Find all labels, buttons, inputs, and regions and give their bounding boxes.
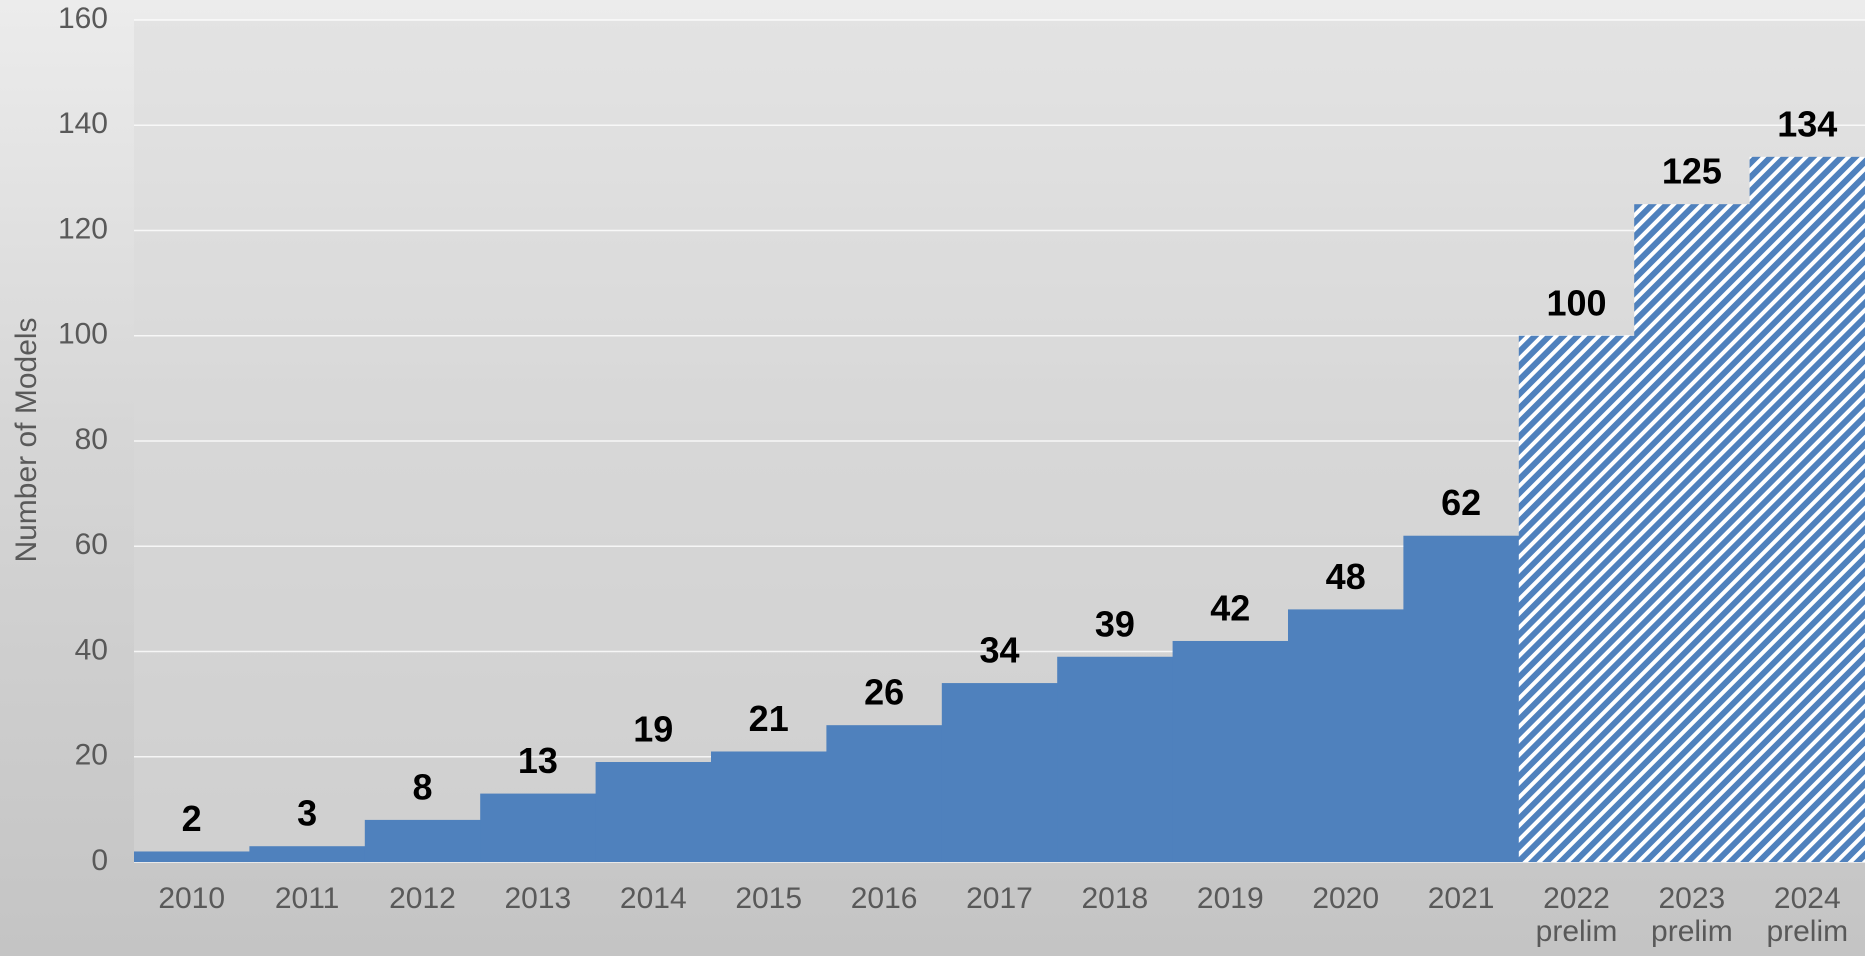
x-tick-label: 2012 [389, 882, 456, 915]
bar [1288, 609, 1404, 862]
y-tick-label: 20 [75, 739, 108, 772]
value-label: 39 [1095, 603, 1135, 644]
value-label: 48 [1326, 556, 1366, 597]
y-tick-label: 80 [75, 423, 108, 456]
value-label: 19 [633, 709, 673, 750]
value-label: 8 [412, 766, 432, 807]
y-tick-label: 140 [58, 107, 108, 140]
value-label: 125 [1662, 151, 1722, 192]
y-tick-label: 40 [75, 633, 108, 666]
value-label: 2 [182, 798, 202, 839]
value-label: 26 [864, 672, 904, 713]
bar [480, 793, 597, 862]
bar [941, 683, 1058, 862]
x-tick-label: 2011 [274, 882, 340, 915]
x-tick-label: 2014 [619, 882, 687, 915]
bar [1518, 335, 1635, 862]
x-tick-label: 2020 [1312, 882, 1380, 915]
y-tick-label: 100 [58, 318, 108, 351]
x-tick-label: 2022 prelim [1535, 882, 1618, 948]
x-tick-label: 2013 [504, 882, 572, 915]
bar [1749, 156, 1865, 862]
y-tick-label: 0 [91, 844, 108, 877]
value-label: 34 [979, 630, 1019, 671]
bar [1057, 656, 1174, 862]
bar [711, 751, 827, 862]
bar [134, 851, 250, 862]
value-label: 100 [1546, 282, 1606, 323]
value-label: 13 [518, 740, 558, 781]
value-label: 62 [1441, 482, 1481, 523]
x-tick-label: 2021 [1427, 882, 1495, 915]
bar [1634, 204, 1751, 862]
value-label: 3 [297, 793, 317, 834]
value-label: 134 [1777, 103, 1837, 144]
value-label: 42 [1210, 587, 1250, 628]
value-label: 21 [749, 698, 789, 739]
x-tick-label: 2024 prelim [1766, 882, 1849, 948]
x-tick-label: 2010 [158, 882, 226, 915]
x-tick-label: 2023 prelim [1651, 882, 1733, 948]
y-axis-label: Number of Models [10, 317, 43, 562]
x-tick-label: 2016 [850, 882, 918, 915]
bar [1403, 535, 1520, 862]
x-tick-label: 2018 [1081, 882, 1149, 915]
x-tick-label: 2019 [1196, 882, 1264, 915]
bar [595, 762, 712, 862]
y-tick-label: 60 [75, 528, 108, 561]
y-tick-label: 120 [58, 212, 108, 245]
x-tick-label: 2015 [735, 882, 803, 915]
bar [249, 846, 366, 862]
bar [1172, 640, 1289, 862]
bar [364, 819, 481, 862]
y-tick-label: 160 [58, 2, 108, 35]
bar [826, 725, 943, 862]
x-tick-label: 2017 [966, 882, 1033, 915]
